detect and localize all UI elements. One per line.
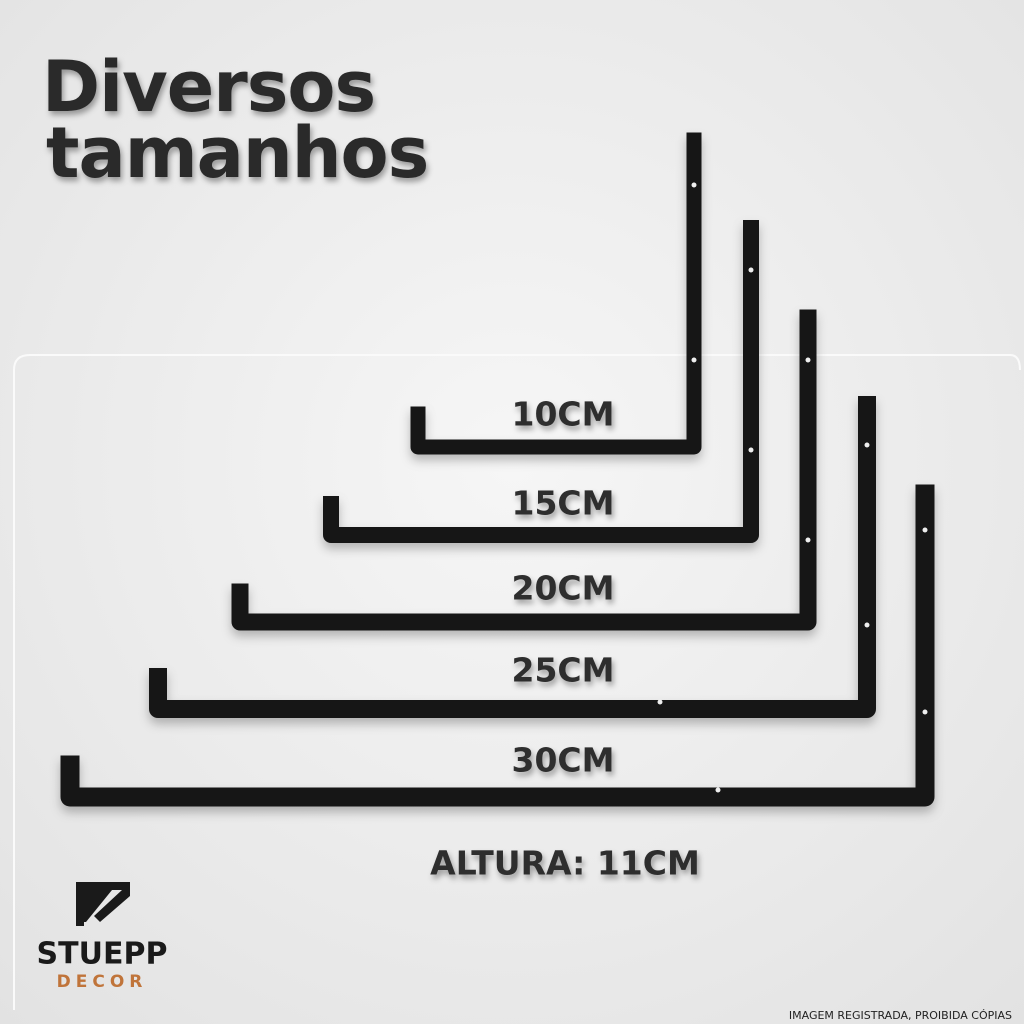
size-label: 20CM xyxy=(512,569,615,608)
holes xyxy=(657,182,928,793)
brackets xyxy=(60,132,935,807)
bracket xyxy=(410,132,702,455)
bracket xyxy=(60,484,935,807)
brand-name: STUEPP xyxy=(37,937,168,972)
bracket xyxy=(149,396,876,718)
size-label: 25CM xyxy=(512,651,615,690)
brand-tagline: DECOR xyxy=(57,972,148,992)
frame-line xyxy=(13,354,1021,1010)
title-line: tamanhos xyxy=(46,112,428,194)
bracket xyxy=(231,309,817,631)
title-line: Diversos xyxy=(42,46,375,128)
height-note: ALTURA: 11CM xyxy=(430,844,700,883)
size-label: 15CM xyxy=(512,484,615,523)
size-label: 30CM xyxy=(512,741,615,780)
bracket xyxy=(323,220,759,543)
size-label: 10CM xyxy=(512,395,615,434)
watermark: IMAGEM REGISTRADA, PROIBIDA CÓPIAS xyxy=(789,1009,1012,1022)
brand-logo xyxy=(76,882,130,926)
